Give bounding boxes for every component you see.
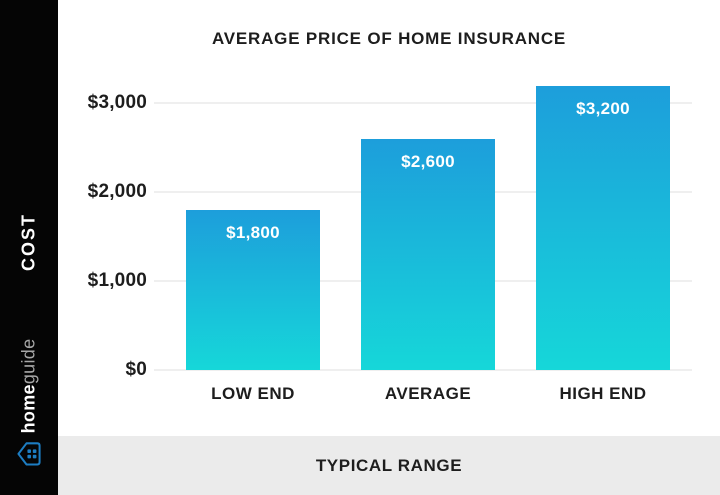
bar-average: $2,600 xyxy=(361,139,495,370)
x-category-label-high-end: HIGH END xyxy=(559,384,647,403)
logo-word-guide: guide xyxy=(18,338,39,385)
bar-high-end: $3,200 xyxy=(536,86,670,370)
chart-title: AVERAGE PRICE OF HOME INSURANCE xyxy=(211,29,567,48)
homeguide-logo: homeguide xyxy=(16,339,43,468)
gridline-3000 xyxy=(154,102,692,105)
y-tick-label: $3,000 xyxy=(87,92,147,114)
y-tick-label: $2,000 xyxy=(87,181,147,203)
x-category-label-average: AVERAGE xyxy=(384,384,472,403)
bar-low-end: $1,800 xyxy=(186,210,320,370)
logo-word-home: home xyxy=(18,384,39,434)
homeguide-house-icon xyxy=(16,440,43,467)
footer-band: TYPICAL RANGE xyxy=(58,436,720,495)
y-tick-label: $0 xyxy=(125,359,147,380)
homeguide-wordmark: homeguide xyxy=(19,339,40,434)
left-sidebar: COST homeguide xyxy=(0,0,58,495)
bar-value-label: $2,600 xyxy=(401,152,455,171)
bar-value-label: $3,200 xyxy=(576,99,630,118)
bar-value-label: $1,800 xyxy=(226,223,280,242)
gridline-0 xyxy=(154,369,692,371)
y-axis-title: COST xyxy=(18,212,39,272)
y-tick-label: $1,000 xyxy=(87,270,147,292)
x-category-label-low-end: LOW END xyxy=(211,384,295,403)
x-axis-title: TYPICAL RANGE xyxy=(315,455,463,475)
